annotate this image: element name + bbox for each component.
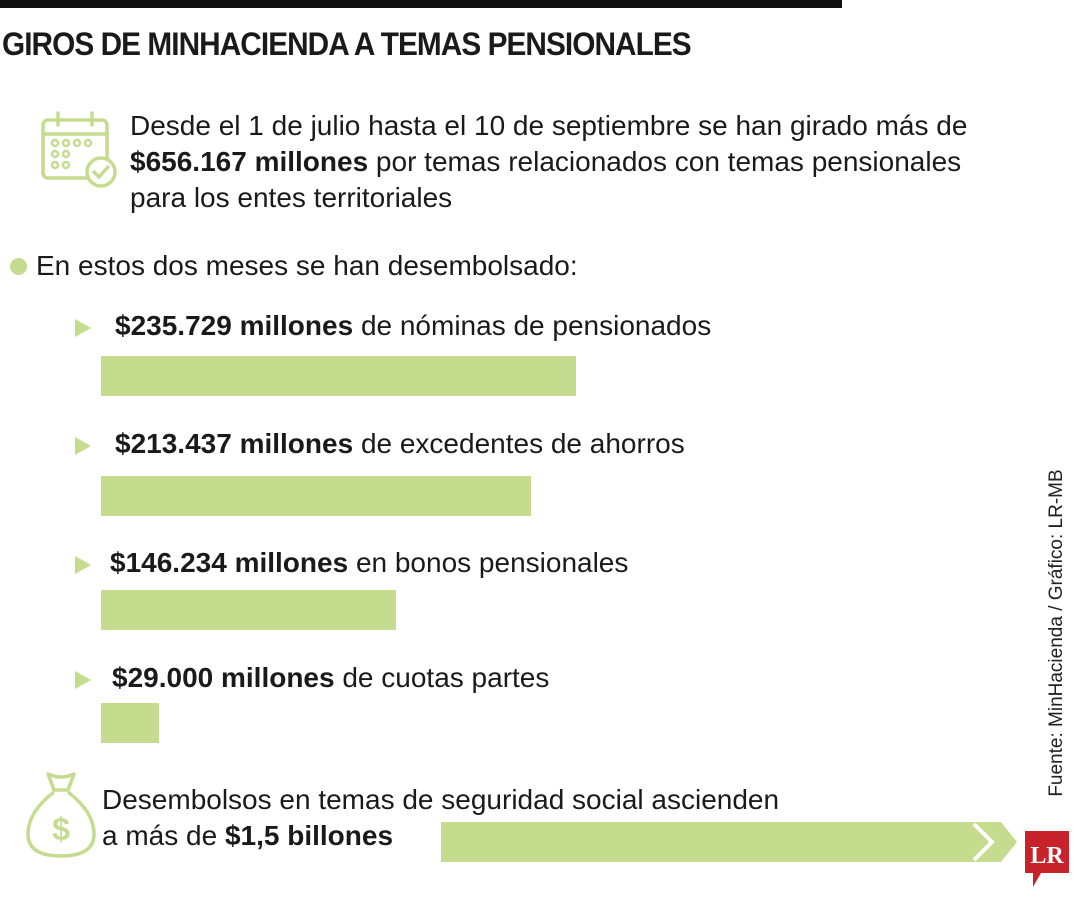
triangle-bullet-icon — [75, 319, 91, 337]
lr-logo: LR — [1025, 831, 1069, 887]
svg-text:$: $ — [52, 811, 70, 847]
lead-text: En estos dos meses se han desembolsado: — [36, 250, 578, 281]
bar — [101, 476, 531, 516]
footer-text: Desembolsos en temas de seguridad social… — [102, 784, 780, 851]
total-arrow-bar — [441, 822, 1017, 862]
bar — [101, 590, 396, 630]
bar-label: $146.234 millones en bonos pensionales — [110, 547, 628, 579]
bar-label: $29.000 millones de cuotas partes — [112, 662, 549, 694]
source-credit: Fuente: MinHacienda / Gráfico: LR-MB — [1046, 469, 1067, 797]
triangle-bullet-icon — [75, 437, 91, 455]
bar-value-label: $235.729 millones — [115, 310, 354, 341]
calendar-check-icon — [41, 111, 117, 188]
triangle-bullet-icon — [75, 671, 91, 689]
bar-label: $235.729 millones de nóminas de pensiona… — [115, 310, 711, 342]
bar-category-label: en bonos pensionales — [355, 547, 629, 578]
intro-highlight: $656.167 millones — [130, 146, 369, 177]
bar-category-label: de cuotas partes — [342, 662, 550, 693]
bullet-dot-icon — [10, 258, 27, 275]
top-rule — [0, 0, 842, 8]
bar-label: $213.437 millones de excedentes de ahorr… — [115, 428, 685, 460]
svg-text:LR: LR — [1030, 843, 1064, 869]
bar — [101, 703, 159, 743]
intro-text: Desde el 1 de julio hasta el 10 de septi… — [130, 110, 968, 213]
page-title: GIROS DE MINHACIENDA A TEMAS PENSIONALES — [2, 26, 692, 62]
bar-value-label: $213.437 millones — [115, 428, 354, 459]
bar-value-label: $146.234 millones — [110, 547, 349, 578]
bar-category-label: de excedentes de ahorros — [360, 428, 685, 459]
money-bag-icon: $ — [26, 772, 96, 858]
bar-value-label: $29.000 millones — [112, 662, 335, 693]
bar — [101, 356, 576, 396]
triangle-bullet-icon — [75, 556, 91, 574]
bar-category-label: de nóminas de pensionados — [360, 310, 712, 341]
footer-highlight: $1,5 billones — [224, 820, 394, 851]
